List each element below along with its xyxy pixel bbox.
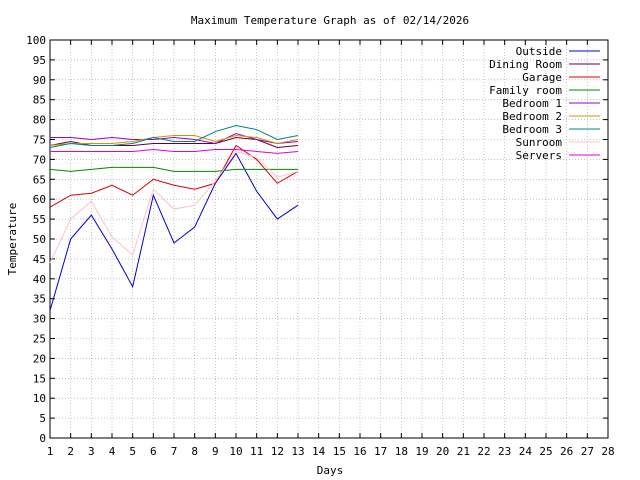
series-line-bedroom-3 <box>49 125 299 148</box>
x-tick-label: 15 <box>333 445 346 458</box>
x-tick-label: 21 <box>457 445 470 458</box>
x-tick-label: 3 <box>88 445 95 458</box>
y-tick-label: 0 <box>39 432 46 445</box>
legend-label-servers: Servers <box>516 149 562 162</box>
y-axis-label: Temperature <box>6 203 19 276</box>
y-tick-label: 50 <box>33 233 46 246</box>
legend-label-bedroom-3: Bedroom 3 <box>502 123 562 136</box>
legend-label-garage: Garage <box>522 71 562 84</box>
y-tick-label: 45 <box>33 253 46 266</box>
x-tick-label: 9 <box>212 445 219 458</box>
y-tick-label: 90 <box>33 74 46 87</box>
legend-label-family-room: Family room <box>489 84 562 97</box>
y-tick-label: 30 <box>33 313 46 326</box>
x-tick-label: 11 <box>250 445 263 458</box>
x-tick-label: 14 <box>312 445 326 458</box>
x-tick-label: 26 <box>560 445 573 458</box>
x-tick-label: 23 <box>498 445 511 458</box>
y-tick-label: 55 <box>33 213 46 226</box>
y-tick-label: 5 <box>39 412 46 425</box>
x-tick-label: 5 <box>129 445 136 458</box>
y-tick-label: 80 <box>33 114 46 127</box>
series-line-servers <box>50 148 299 154</box>
chart-title: Maximum Temperature Graph as of 02/14/20… <box>191 14 469 27</box>
x-tick-label: 13 <box>291 445 304 458</box>
y-tick-label: 75 <box>33 134 46 147</box>
y-tick-label: 20 <box>33 352 46 365</box>
series-line-sunroom <box>49 150 299 264</box>
x-tick-label: 16 <box>353 445 366 458</box>
y-tick-label: 25 <box>33 333 46 346</box>
legend-label-bedroom-2: Bedroom 2 <box>502 110 562 123</box>
x-tick-label: 6 <box>150 445 157 458</box>
series-lines <box>49 125 299 311</box>
legend-label-sunroom: Sunroom <box>516 136 563 149</box>
legend-label-outside: Outside <box>516 45 562 58</box>
series-line-outside <box>49 152 299 311</box>
x-tick-label: 22 <box>477 445 490 458</box>
x-tick-label: 1 <box>47 445 54 458</box>
y-tick-label: 40 <box>33 273 46 286</box>
y-tick-label: 85 <box>33 94 46 107</box>
x-tick-label: 24 <box>519 445 533 458</box>
x-tick-label: 19 <box>415 445 428 458</box>
x-tick-label: 27 <box>581 445 594 458</box>
y-tick-label: 65 <box>33 173 46 186</box>
y-tick-label: 100 <box>26 34 46 47</box>
x-axis-label: Days <box>317 464 344 477</box>
x-tick-label: 17 <box>374 445 387 458</box>
y-tick-label: 60 <box>33 193 46 206</box>
x-tick-label: 20 <box>436 445 449 458</box>
y-tick-label: 10 <box>33 392 46 405</box>
x-tick-label: 28 <box>601 445 614 458</box>
legend-label-dining-room: Dining Room <box>489 58 562 71</box>
series-line-family-room <box>49 166 298 172</box>
x-tick-label: 25 <box>539 445 552 458</box>
series-line-bedroom-2 <box>49 135 299 146</box>
x-tick-label: 7 <box>171 445 178 458</box>
series-line-bedroom-1 <box>50 132 299 145</box>
x-tick-label: 10 <box>229 445 242 458</box>
legend-label-bedroom-1: Bedroom 1 <box>502 97 562 110</box>
series-line-garage <box>49 144 299 208</box>
x-tick-label: 2 <box>67 445 74 458</box>
y-tick-label: 35 <box>33 293 46 306</box>
y-tick-label: 70 <box>33 153 46 166</box>
x-tick-label: 4 <box>109 445 116 458</box>
grid <box>50 40 608 438</box>
axis-ticks: 1 2 3 4 5 6 7 8 9 10 11 12 13 14 15 16 17 18 19 20 21 22 23 24 2… <box>26 34 615 458</box>
x-tick-label: 12 <box>271 445 284 458</box>
y-tick-label: 15 <box>33 372 46 385</box>
y-tick-label: 95 <box>33 54 46 67</box>
x-tick-label: 8 <box>191 445 198 458</box>
x-tick-label: 18 <box>395 445 408 458</box>
